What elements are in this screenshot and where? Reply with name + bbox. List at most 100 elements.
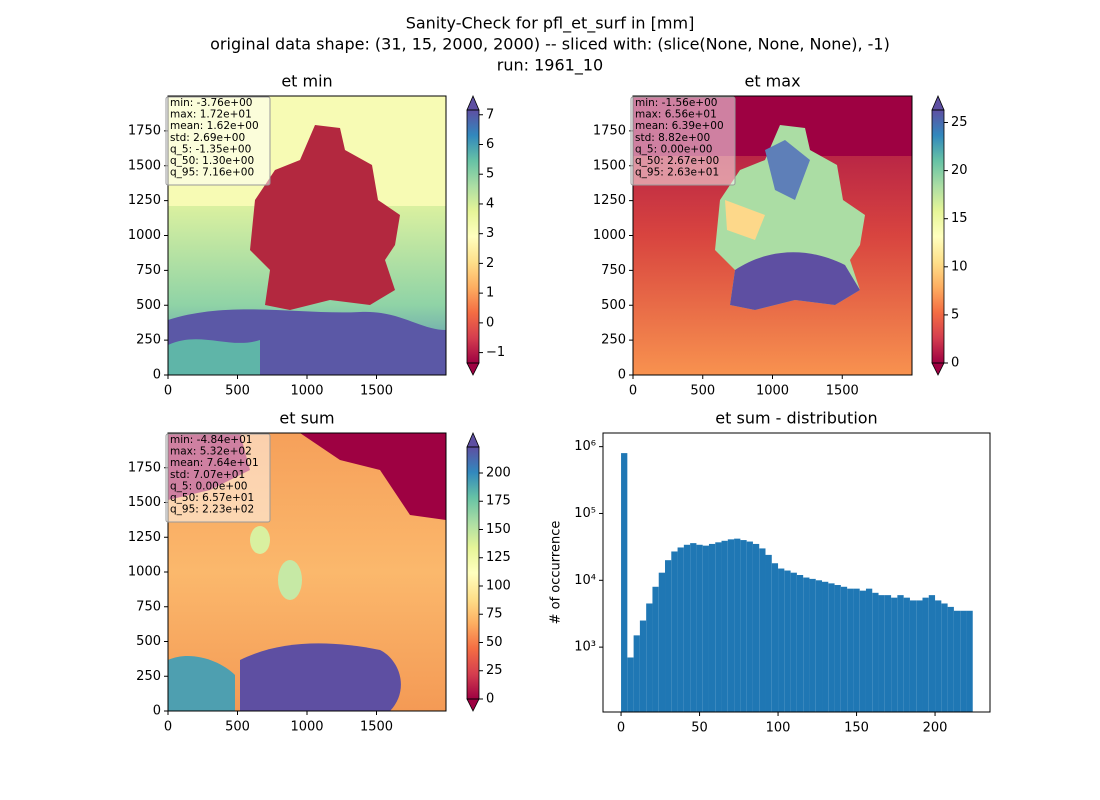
y-tick-label: 250	[136, 333, 161, 348]
colorbar-frame	[466, 109, 480, 364]
stats-line: std: 7.07e+01	[170, 469, 245, 481]
histogram-bar	[809, 578, 816, 712]
y-tick-label: 10⁵	[574, 506, 596, 521]
histogram-bar	[646, 603, 653, 712]
histogram-bar	[746, 541, 753, 712]
colorbar	[932, 110, 944, 363]
histogram-bar	[784, 570, 791, 712]
x-tick-label: 1500	[360, 384, 393, 399]
colorbar-tick-label: 200	[486, 465, 511, 480]
y-tick-label: 1750	[593, 123, 626, 138]
x-tick-label: 1000	[290, 384, 323, 399]
y-tick-label: 0	[618, 368, 626, 383]
histogram-bar	[935, 600, 942, 712]
x-tick-label: 0	[629, 384, 637, 399]
x-tick-label: 200	[923, 721, 948, 736]
colorbar-tick-label: 5	[486, 167, 494, 182]
stats-line: max: 5.32e+02	[170, 446, 252, 458]
histogram-bar	[690, 543, 697, 712]
histogram-bar	[708, 543, 716, 712]
axes-frame	[632, 95, 913, 376]
colorbar-extend	[931, 362, 945, 376]
colorbar-tick-label: 0	[486, 692, 494, 707]
colorbar-tick-label: 3	[486, 226, 494, 241]
y-tick-label: 1500	[128, 158, 161, 173]
colorbar	[467, 447, 479, 699]
colorbar-tick-label: 5	[951, 307, 959, 322]
colorbar	[467, 110, 479, 363]
figure-title: Sanity-Check for pfl_et_surf in [mm]	[406, 14, 695, 34]
stats-box	[630, 96, 736, 186]
histogram-bar	[953, 610, 961, 712]
colorbar-tick-label: 2	[486, 256, 494, 271]
colorbar-tick-label: 20	[951, 163, 968, 178]
histogram-bar	[916, 600, 923, 712]
stats-line: q_50: 6.57e+01	[170, 492, 254, 504]
y-tick-label: 750	[136, 263, 161, 278]
colorbar-frame	[931, 109, 945, 364]
histogram-bar	[941, 603, 948, 712]
axes-title: et sum	[279, 409, 334, 428]
histogram-bar	[734, 538, 741, 712]
stats-line: mean: 6.39e+00	[635, 120, 724, 132]
axes-title: et min	[281, 72, 332, 91]
axes-title: et max	[744, 72, 800, 91]
y-tick-label: 1250	[128, 193, 161, 208]
colorbar-tick-label: 175	[486, 494, 511, 509]
stats-line: max: 1.72e+01	[170, 109, 252, 121]
x-tick-label: 0	[164, 720, 172, 735]
histogram-bar	[677, 547, 684, 712]
x-tick-label: 500	[690, 384, 715, 399]
stats-line: std: 8.82e+00	[635, 132, 710, 144]
histogram-bar	[891, 597, 898, 712]
histogram-bar	[822, 581, 829, 712]
histogram-bar	[627, 657, 634, 712]
stats-line: q_5: -1.35e+00	[170, 143, 251, 155]
stats-line: q_95: 7.16e+00	[170, 167, 254, 179]
y-tick-label: 250	[601, 333, 626, 348]
y-tick-label: 1500	[128, 495, 161, 510]
x-tick-label: 1500	[360, 720, 393, 735]
histogram-bar	[778, 568, 785, 712]
y-tick-label: 1250	[128, 530, 161, 545]
heatmap-image	[168, 96, 446, 375]
colorbar-extend	[931, 94, 945, 111]
histogram-bar	[740, 540, 747, 712]
x-tick-label: 1000	[756, 384, 789, 399]
colorbar-frame	[466, 446, 480, 700]
colorbar-tick-label: 6	[486, 137, 494, 152]
stats-line: q_5: 0.00e+00	[635, 143, 712, 155]
y-tick-label: 750	[601, 263, 626, 278]
x-tick-label: 1000	[290, 720, 323, 735]
axes-frame	[602, 432, 991, 713]
stats-box	[165, 96, 271, 186]
y-tick-label: 1500	[593, 158, 626, 173]
y-tick-label: 10⁶	[574, 439, 596, 454]
x-tick-label: 500	[225, 720, 250, 735]
figure-subtitle: original data shape: (31, 15, 2000, 2000…	[210, 35, 890, 54]
x-tick-label: 1500	[826, 384, 859, 399]
histogram-bar	[853, 588, 860, 712]
colorbar-tick-label: 7	[486, 107, 494, 122]
colorbar-tick-label: 10	[951, 259, 968, 274]
histogram-bar	[683, 544, 691, 712]
colorbar-tick-label: 150	[486, 522, 511, 537]
histogram-bar	[909, 600, 917, 712]
histogram-bar	[960, 610, 967, 712]
histogram-bar	[803, 577, 810, 712]
histogram-bar	[859, 590, 866, 712]
histogram-bar	[727, 539, 735, 712]
histogram-bar	[865, 588, 873, 712]
stats-line: q_95: 2.63e+01	[635, 167, 719, 179]
stats-line: q_95: 2.23e+02	[170, 504, 254, 516]
colorbar-tick-label: 0	[951, 356, 959, 371]
histogram-bar	[947, 606, 954, 712]
histogram-bar	[878, 595, 885, 712]
histogram-bar	[897, 595, 904, 712]
y-tick-label: 10⁴	[574, 573, 596, 588]
colorbar-tick-label: −1	[486, 345, 505, 360]
y-tick-label: 1750	[128, 123, 161, 138]
figure-subtitle: run: 1961_10	[497, 56, 603, 76]
stats-line: std: 2.69e+00	[170, 132, 245, 144]
x-tick-label: 0	[617, 721, 625, 736]
